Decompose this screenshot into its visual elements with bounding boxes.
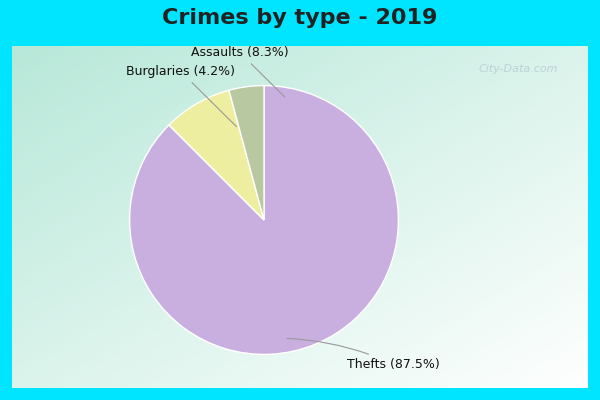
Wedge shape bbox=[229, 86, 264, 220]
Text: Thefts (87.5%): Thefts (87.5%) bbox=[287, 338, 440, 371]
Wedge shape bbox=[130, 86, 398, 354]
Text: City-Data.com: City-Data.com bbox=[479, 64, 558, 74]
Wedge shape bbox=[169, 90, 264, 220]
Text: Crimes by type - 2019: Crimes by type - 2019 bbox=[163, 8, 437, 28]
Text: Burglaries (4.2%): Burglaries (4.2%) bbox=[126, 65, 236, 127]
Text: Assaults (8.3%): Assaults (8.3%) bbox=[191, 46, 289, 97]
